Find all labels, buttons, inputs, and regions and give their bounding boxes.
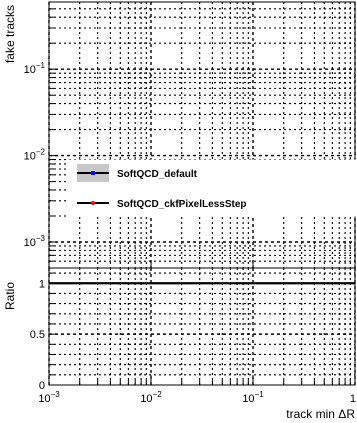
- ratio-plot-frame: [48, 267, 356, 386]
- ratio-y-axis-title: Ratio: [3, 282, 17, 310]
- x-tick-label: 10−3: [38, 390, 60, 405]
- y-tick-label: 10−3: [24, 234, 46, 249]
- legend: SoftQCD_default SoftQCD_ckfPixelLessStep: [66, 159, 357, 217]
- y-tick-label: 0.5: [30, 329, 45, 341]
- legend-marker-swatch: [91, 171, 95, 175]
- main-y-tick-labels: 10−3 10−2 10−1: [24, 61, 46, 249]
- main-axis-ticks: [48, 8, 356, 268]
- legend-entry-softqcd-default: SoftQCD_default: [77, 164, 198, 182]
- x-tick-label: 1: [350, 393, 356, 405]
- y-tick-label: 10−1: [24, 61, 46, 76]
- legend-box: [66, 159, 357, 217]
- x-axis-title: track min ΔR: [286, 407, 355, 421]
- legend-label: SoftQCD_default: [117, 169, 198, 180]
- main-y-axis-title: fake tracks: [3, 5, 17, 63]
- y-tick-label: 0: [39, 380, 45, 392]
- x-tick-label: 10−1: [242, 390, 264, 405]
- main-grid: [48, 2, 356, 268]
- x-tick-label: 10−2: [140, 390, 162, 405]
- main-panel: 10−3 10−2 10−1 fake tracks: [3, 1, 356, 269]
- y-tick-label: 10−2: [24, 148, 46, 163]
- legend-marker-swatch: [91, 201, 95, 205]
- x-tick-labels: 10−3 10−2 10−1 1: [38, 390, 356, 405]
- ratio-y-tick-labels: 00.51: [30, 278, 45, 392]
- main-plot-frame: [48, 1, 356, 269]
- legend-entry-softqcd-ckfpixellessstep: SoftQCD_ckfPixelLessStep: [77, 199, 247, 210]
- ratio-axis-ticks: [48, 272, 356, 386]
- ratio-grid: [48, 268, 356, 385]
- legend-label: SoftQCD_ckfPixelLessStep: [117, 199, 247, 210]
- y-tick-label: 1: [39, 278, 45, 290]
- ratio-panel: 00.51 10−3 10−2 10−1 1 Ratio track min ΔR: [3, 267, 356, 421]
